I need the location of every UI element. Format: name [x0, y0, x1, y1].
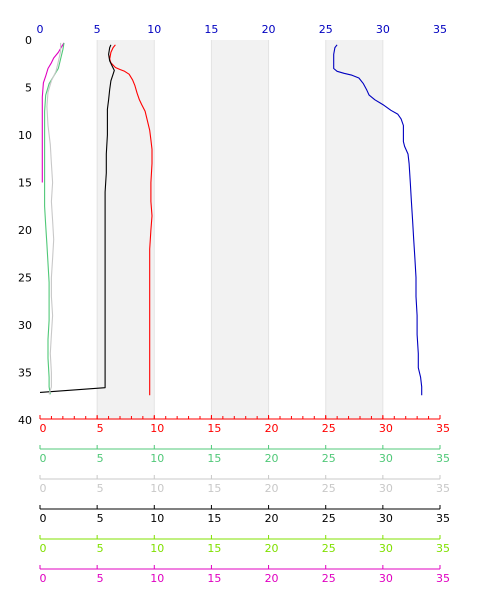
- y-tick-label: 25: [18, 272, 32, 285]
- y-tick-label: 35: [18, 367, 32, 380]
- bottom-tick-label: 10: [150, 482, 164, 495]
- y-tick-label: 0: [25, 34, 32, 47]
- bottom-tick-label: 15: [207, 422, 221, 435]
- bottom-tick-label: 15: [207, 482, 221, 495]
- series-line: [39, 44, 115, 393]
- bottom-tick-label: 0: [40, 512, 47, 525]
- bottom-tick-label: 30: [379, 572, 393, 585]
- bottom-tick-label: 0: [40, 542, 47, 555]
- depth-axis: 0 5 10 15 20 25 30 35 40: [18, 34, 32, 427]
- bottom-tick-label: 10: [150, 422, 164, 435]
- series-line: [109, 44, 153, 396]
- top-tick-label: 5: [94, 23, 101, 36]
- bottom-tick-label: 20: [265, 422, 279, 435]
- top-tick-label: 30: [376, 23, 390, 36]
- bottom-tick-label: 35: [436, 452, 450, 465]
- bottom-tick-label: 25: [322, 572, 336, 585]
- y-tick-label: 10: [18, 129, 32, 142]
- bottom-tick-label: 20: [265, 452, 279, 465]
- bottom-tick-label: 0: [40, 482, 47, 495]
- top-tick-label: 10: [147, 23, 161, 36]
- bottom-tick-label: 35: [436, 542, 450, 555]
- y-tick-label: 5: [25, 82, 32, 95]
- series-line: [333, 44, 423, 396]
- bottom-tick-label: 25: [322, 542, 336, 555]
- top-tick-label: 35: [433, 23, 447, 36]
- bottom-tick-label: 10: [150, 542, 164, 555]
- bottom-tick-label: 5: [97, 422, 104, 435]
- bottom-tick-label: 20: [265, 482, 279, 495]
- y-tick-label: 40: [18, 414, 32, 427]
- bottom-tick-label: 20: [265, 572, 279, 585]
- top-tick-label: 20: [262, 23, 276, 36]
- top-tick-label: 0: [37, 23, 44, 36]
- bottom-tick-label: 10: [150, 452, 164, 465]
- bottom-tick-label: 10: [150, 512, 164, 525]
- top-tick-label: 15: [204, 23, 218, 36]
- bottom-tick-label: 30: [379, 482, 393, 495]
- bottom-tick-label: 30: [379, 542, 393, 555]
- bottom-tick-label: 35: [436, 572, 450, 585]
- bottom-tick-label: 25: [322, 422, 336, 435]
- bottom-tick-label: 30: [379, 422, 393, 435]
- bottom-tick-label: 5: [97, 482, 104, 495]
- bottom-axis: 0 5 10 15 20 25 30 35: [39, 475, 450, 495]
- bottom-tick-label: 5: [97, 542, 104, 555]
- bottom-tick-label: 5: [97, 452, 104, 465]
- bottom-tick-label: 5: [97, 572, 104, 585]
- shaded-band: [97, 40, 155, 420]
- bottom-tick-label: 15: [207, 542, 221, 555]
- bottom-axis: 0 5 10 15 20 25 30 35: [39, 535, 450, 555]
- bottom-tick-label: 10: [150, 572, 164, 585]
- series-layer: [39, 42, 423, 396]
- shaded-band: [211, 40, 269, 420]
- bottom-axis: 0 5 10 15 20 25 30 35: [39, 445, 450, 465]
- bottom-tick-label: 15: [207, 512, 221, 525]
- y-tick-label: 15: [18, 177, 32, 190]
- y-tick-label: 30: [18, 319, 32, 332]
- bottom-axis: 0 5 10 15 20 25 30 35: [39, 565, 450, 585]
- bottom-tick-label: 35: [436, 482, 450, 495]
- bottom-tick-label: 20: [265, 542, 279, 555]
- bottom-tick-label: 25: [322, 482, 336, 495]
- series-line: [46, 42, 62, 395]
- shaded-band: [325, 40, 383, 420]
- bottom-tick-label: 15: [207, 572, 221, 585]
- bottom-tick-label: 30: [379, 452, 393, 465]
- top-axis: 0 5 10 15 20 25 30 35: [37, 23, 448, 36]
- bottom-tick-label: 20: [265, 512, 279, 525]
- bottom-tick-label: 5: [97, 512, 104, 525]
- bottom-tick-label: 0: [40, 422, 47, 435]
- bottom-tick-label: 25: [322, 452, 336, 465]
- top-tick-label: 25: [319, 23, 333, 36]
- bottom-axis: 0 5 10 15 20 25 30 35: [39, 505, 450, 525]
- y-tick-label: 20: [18, 224, 32, 237]
- bottom-tick-label: 35: [436, 512, 450, 525]
- bottom-axis: 0 5 10 15 20 25 30 35: [39, 415, 450, 435]
- bottom-tick-label: 0: [40, 572, 47, 585]
- bottom-tick-label: 25: [322, 512, 336, 525]
- bottom-tick-label: 30: [379, 512, 393, 525]
- shaded-bands: [96, 40, 384, 420]
- bottom-tick-label: 35: [436, 422, 450, 435]
- bottom-axes: 0 5 10 15 20 25 30 35 0 5 10 15 20 25 30 35 0 5 10 15 20 25 30…: [39, 415, 450, 585]
- bottom-tick-label: 15: [207, 452, 221, 465]
- series-line: [41, 42, 65, 183]
- bottom-tick-label: 0: [40, 452, 47, 465]
